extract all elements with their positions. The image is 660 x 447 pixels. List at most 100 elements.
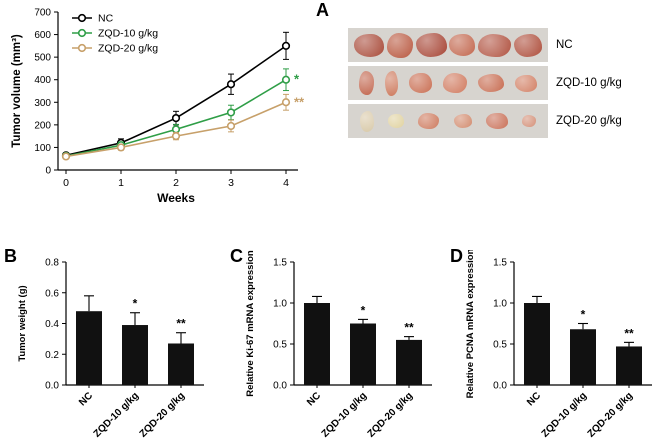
tumor-specimen <box>521 115 536 127</box>
svg-text:300: 300 <box>34 98 51 109</box>
svg-text:700: 700 <box>34 8 51 19</box>
tumor-specimen <box>515 74 538 92</box>
significance-annotation: ** <box>176 317 186 331</box>
svg-text:ZQD-10 g/kg: ZQD-10 g/kg <box>98 28 158 40</box>
significance-annotation: * <box>294 72 300 87</box>
svg-text:Weeks: Weeks <box>157 191 195 205</box>
significance-annotation: ** <box>294 94 305 109</box>
tumor-photo-panel: NC ZQD-10 g/kg ZQD-20 g/kg <box>348 28 653 148</box>
tumor-specimen <box>388 114 405 128</box>
tumor-weight-svg: 0.0 0.2 0.4 0.6 0.8 Tumor weight (g) NC * ZQD-10… <box>17 258 204 440</box>
bar-ZQD-20 g/kg <box>168 343 194 385</box>
legend-item-ZQD-10 g/kg: ZQD-10 g/kg <box>72 28 158 40</box>
panel-label-d: D <box>450 246 463 266</box>
tumor-volume-chart: 0 100 200 300 400 500 600 700 0 1 2 3 4 Weeks Tumor vo… <box>6 2 326 214</box>
tumor-weight-chart: 0.0 0.2 0.4 0.6 0.8 Tumor weight (g) NC * ZQD-10… <box>14 250 214 442</box>
panel-label-c: C <box>230 246 243 266</box>
tumor-specimen <box>453 114 472 128</box>
tumor-photo-strip <box>348 104 548 138</box>
category-label: ZQD-10 g/kg <box>320 390 369 439</box>
bar-ZQD-10 g/kg <box>350 323 376 385</box>
bar-ZQD-20 g/kg <box>616 346 642 385</box>
svg-text:0: 0 <box>63 177 69 189</box>
svg-text:600: 600 <box>34 30 51 41</box>
tumor-specimen <box>478 74 505 92</box>
panel-label-a: A <box>316 0 329 20</box>
tumor-specimen <box>358 71 374 95</box>
svg-text:0.0: 0.0 <box>45 381 59 392</box>
category-label: NC <box>525 390 543 408</box>
tumor-photo-row: ZQD-20 g/kg <box>348 104 653 138</box>
tumor-specimen <box>485 113 508 129</box>
svg-text:500: 500 <box>34 53 51 64</box>
category-label: ZQD-20 g/kg <box>586 390 635 439</box>
tumor-photo-row: ZQD-10 g/kg <box>348 66 653 100</box>
tumor-specimen <box>443 73 468 93</box>
svg-text:4: 4 <box>283 177 289 189</box>
svg-text:Relative Ki-67 mRNA expression: Relative Ki-67 mRNA expression <box>245 250 256 397</box>
tumor-specimen <box>354 33 385 57</box>
category-label: ZQD-20 g/kg <box>138 390 187 439</box>
significance-annotation: ** <box>624 326 634 340</box>
svg-text:ZQD-20 g/kg: ZQD-20 g/kg <box>98 43 158 55</box>
significance-annotation: ** <box>404 321 414 335</box>
tumor-specimen <box>477 33 511 57</box>
tumor-photo-strip <box>348 28 548 62</box>
svg-text:NC: NC <box>98 13 114 25</box>
tumor-specimen <box>418 113 440 129</box>
bar-NC <box>304 303 330 385</box>
photo-row-label: ZQD-10 g/kg <box>556 77 622 89</box>
panel-label-b: B <box>4 246 17 266</box>
svg-text:200: 200 <box>34 120 51 131</box>
svg-text:Relative PCNA mRNA expression: Relative PCNA mRNA expression <box>465 250 476 398</box>
photo-row-label: ZQD-20 g/kg <box>556 115 622 127</box>
svg-text:0: 0 <box>45 166 51 177</box>
svg-text:1.0: 1.0 <box>273 299 287 310</box>
bar-ZQD-10 g/kg <box>122 325 148 385</box>
significance-annotation: * <box>133 297 138 311</box>
ki67-mrna-svg: 0.0 0.5 1.0 1.5 Relative Ki-67 mRNA expressi… <box>245 250 432 440</box>
tumor-specimen <box>513 33 542 57</box>
tumor-specimen <box>449 34 476 56</box>
svg-text:3: 3 <box>228 177 234 189</box>
category-label: NC <box>77 390 95 408</box>
tumor-volume-svg: 0 100 200 300 400 500 600 700 0 1 2 3 4 Weeks Tumor vo… <box>11 8 305 206</box>
tumor-specimen <box>415 33 447 57</box>
bar-ZQD-20 g/kg <box>396 339 422 385</box>
category-label: NC <box>305 390 323 408</box>
bar-NC <box>76 311 102 385</box>
tumor-specimen <box>360 110 375 132</box>
tumor-specimen <box>408 73 432 93</box>
svg-text:1.0: 1.0 <box>493 299 507 310</box>
tumor-specimen <box>384 70 398 96</box>
svg-text:0.4: 0.4 <box>45 319 59 330</box>
svg-text:2: 2 <box>173 177 179 189</box>
significance-annotation: * <box>581 308 586 322</box>
svg-text:0.5: 0.5 <box>273 340 287 351</box>
svg-text:0.0: 0.0 <box>493 381 507 392</box>
svg-text:Tumor weight (g): Tumor weight (g) <box>17 285 28 361</box>
svg-text:1.5: 1.5 <box>493 258 507 269</box>
svg-text:100: 100 <box>34 143 51 154</box>
svg-text:0.6: 0.6 <box>45 288 59 299</box>
legend-item-NC: NC <box>72 13 114 25</box>
category-label: ZQD-10 g/kg <box>540 390 589 439</box>
significance-annotation: * <box>361 303 366 317</box>
pcna-mrna-chart: 0.0 0.5 1.0 1.5 Relative PCNA mRNA expressio… <box>462 248 660 442</box>
ki67-mrna-chart: 0.0 0.5 1.0 1.5 Relative Ki-67 mRNA expressi… <box>242 250 442 442</box>
photo-row-label: NC <box>556 39 573 51</box>
bar-ZQD-10 g/kg <box>570 329 596 385</box>
svg-text:400: 400 <box>34 75 51 86</box>
svg-text:0.2: 0.2 <box>45 350 59 361</box>
legend-item-ZQD-20 g/kg: ZQD-20 g/kg <box>72 43 158 55</box>
svg-text:1.5: 1.5 <box>273 258 287 269</box>
svg-text:0.8: 0.8 <box>45 258 59 269</box>
category-label: ZQD-20 g/kg <box>366 390 415 439</box>
tumor-photo-strip <box>348 66 548 100</box>
tumor-specimen <box>386 32 413 58</box>
svg-text:0.5: 0.5 <box>493 340 507 351</box>
category-label: ZQD-10 g/kg <box>92 390 141 439</box>
pcna-mrna-svg: 0.0 0.5 1.0 1.5 Relative PCNA mRNA expressio… <box>465 248 652 440</box>
svg-text:Tumor volume (mm³): Tumor volume (mm³) <box>11 34 23 148</box>
bar-NC <box>524 303 550 385</box>
